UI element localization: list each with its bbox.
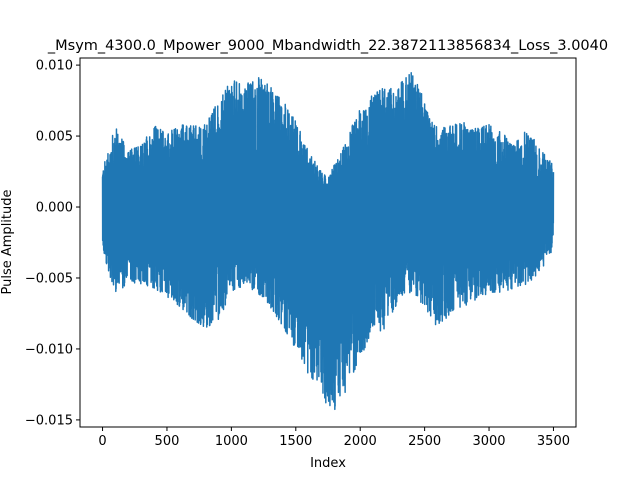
y-tick-label: −0.015	[25, 413, 73, 428]
x-axis-label: Index	[310, 456, 346, 471]
x-tick-label: 0	[98, 434, 106, 449]
pulse-series-line	[101, 71, 555, 411]
x-tick-label: 1000	[215, 434, 248, 449]
x-tick-label: 3000	[472, 434, 505, 449]
x-tick-label: 2000	[344, 434, 377, 449]
x-tick-label: 3500	[537, 434, 570, 449]
y-tick-label: −0.005	[25, 271, 73, 286]
y-axis: −0.015 −0.010 −0.005 0.000 0.005 0.010	[25, 59, 80, 428]
y-tick-label: 0.005	[36, 130, 73, 145]
y-tick-label: 0.000	[36, 201, 73, 216]
plot-frame	[79, 57, 577, 428]
chart-title: _Msym_4300.0_Mpower_9000_Mbandwidth_22.3…	[47, 38, 608, 54]
y-tick-label: −0.010	[25, 342, 73, 357]
x-tick-label: 2500	[408, 434, 441, 449]
y-axis-label: Pulse Amplitude	[0, 190, 15, 295]
series-layer	[101, 71, 555, 411]
x-axis: 0 500 1000 1500 2000 2500 3000 3500	[98, 427, 570, 449]
y-tick-label: 0.010	[36, 59, 73, 74]
x-tick-label: 500	[155, 434, 180, 449]
x-tick-label: 1500	[279, 434, 312, 449]
